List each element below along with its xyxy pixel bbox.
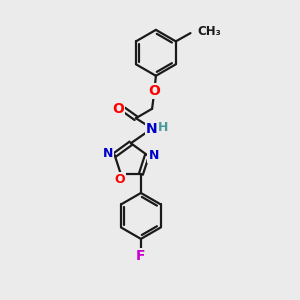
Text: F: F bbox=[136, 249, 146, 263]
Text: N: N bbox=[146, 122, 158, 136]
Text: N: N bbox=[148, 148, 159, 161]
Text: CH₃: CH₃ bbox=[197, 25, 221, 38]
Text: O: O bbox=[112, 102, 124, 116]
Text: H: H bbox=[158, 121, 168, 134]
Text: N: N bbox=[103, 147, 113, 160]
Text: O: O bbox=[114, 173, 125, 186]
Text: O: O bbox=[148, 84, 160, 98]
